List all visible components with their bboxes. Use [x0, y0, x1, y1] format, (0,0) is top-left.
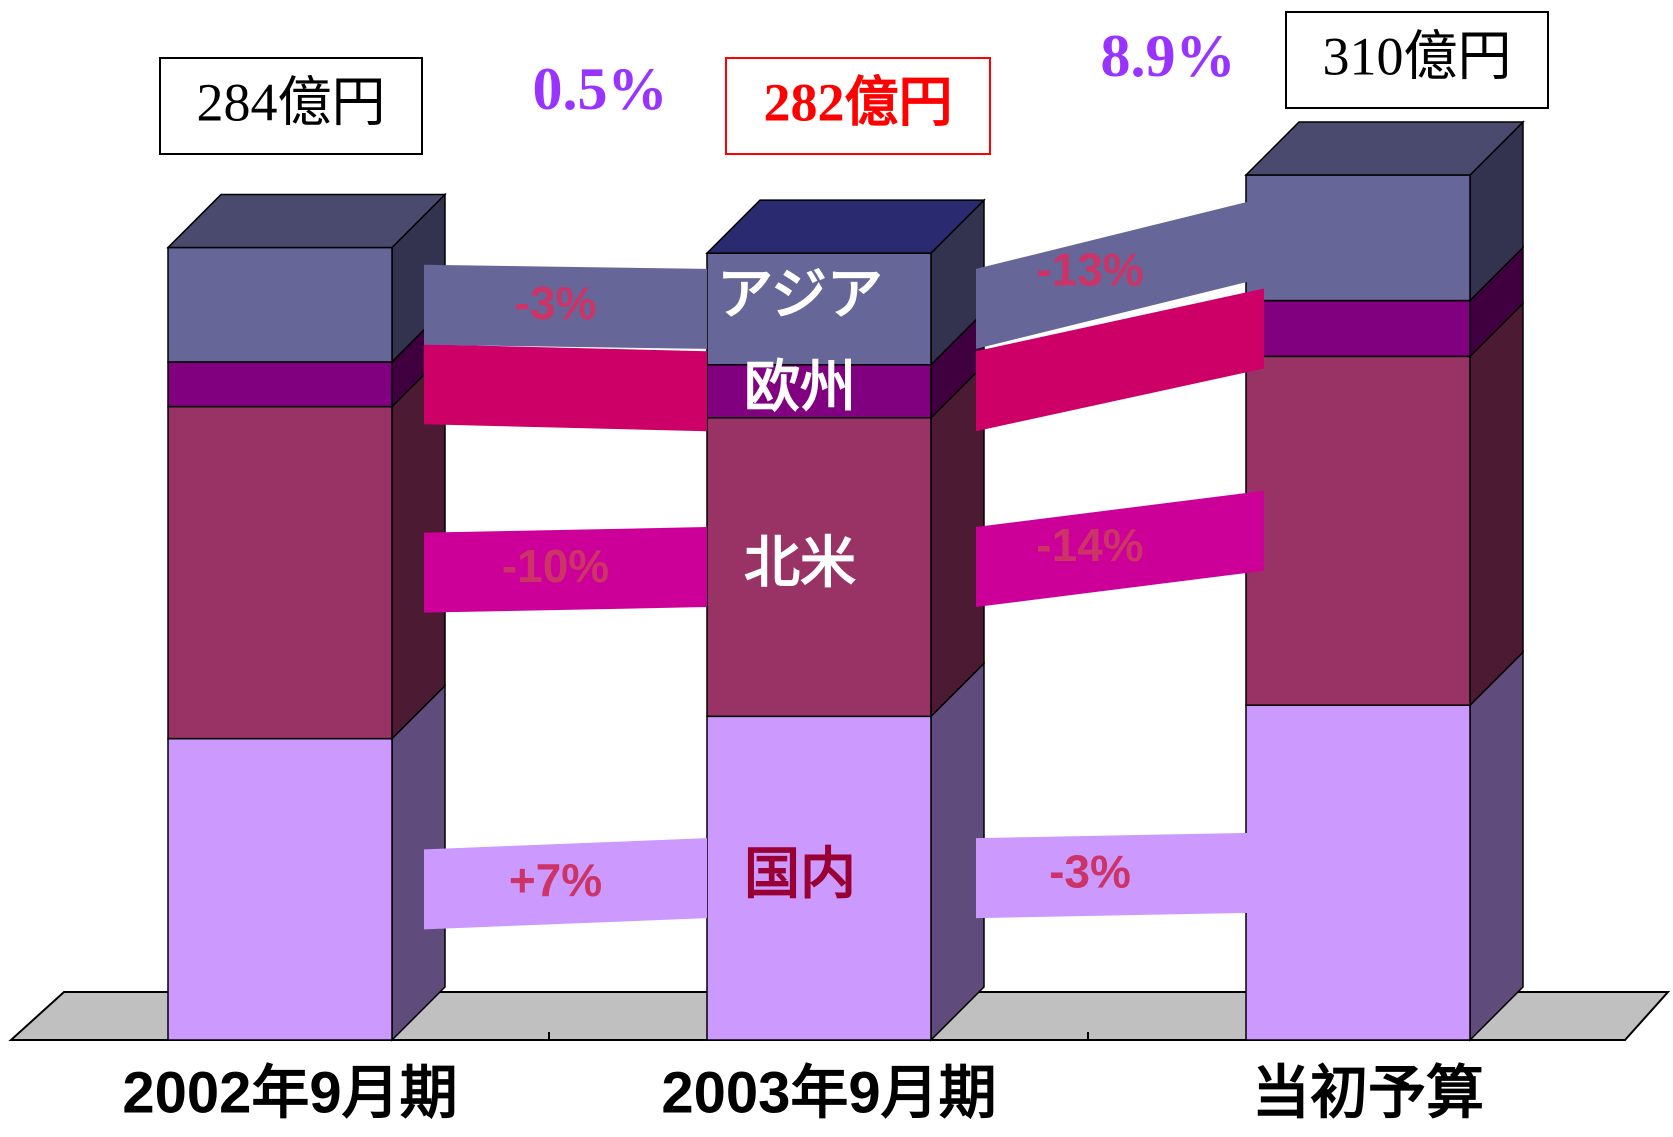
change-band: [424, 264, 707, 349]
bar-top: [705, 199, 986, 254]
total-change-label: 0.5%: [533, 56, 668, 122]
bar-segment: [1245, 299, 1471, 358]
series-label: アジア: [717, 263, 883, 326]
series-label: 国内: [744, 842, 856, 905]
bar-segment: [167, 405, 393, 740]
change-label: -10%: [502, 540, 609, 592]
bar-segment: [706, 417, 932, 718]
bar-segment: [167, 361, 393, 408]
change-band: [424, 527, 707, 613]
x-tick-label: 2002年9月期: [122, 1060, 457, 1125]
bar-top: [166, 193, 447, 249]
change-band: [976, 197, 1264, 349]
total-label: 284億円: [197, 72, 386, 132]
bar-top: [1244, 121, 1525, 176]
change-band: [976, 288, 1264, 432]
total-box: [159, 57, 423, 155]
x-tick-label: 2003年9月期: [661, 1060, 996, 1125]
total-box: [1285, 11, 1549, 109]
series-label: 欧州: [744, 355, 856, 418]
total-label: 282億円: [764, 72, 953, 132]
bar-side: [1469, 650, 1524, 1042]
bar-segment: [1245, 355, 1471, 706]
change-band: [976, 490, 1264, 608]
change-band: [424, 344, 707, 432]
series-label: 北米: [744, 531, 856, 594]
change-band: [424, 838, 707, 930]
change-label: -3%: [1049, 846, 1131, 898]
change-label: -13%: [1036, 244, 1143, 296]
x-tick-label: 当初予算: [1252, 1060, 1484, 1125]
total-change-label: 8.9%: [1101, 23, 1236, 89]
total-label: 310億円: [1323, 26, 1512, 86]
bar-segment: [1245, 704, 1471, 1041]
bar-segment: [167, 737, 393, 1041]
bar-segment: [1245, 174, 1471, 302]
change-label: -14%: [1036, 519, 1143, 571]
change-band: [976, 832, 1264, 919]
bar-segment: [706, 252, 932, 366]
bar-segment: [167, 246, 393, 363]
bar-segment: [706, 715, 932, 1041]
change-label: -3%: [515, 277, 597, 329]
bar-side: [1469, 301, 1524, 707]
total-box: [725, 57, 991, 155]
change-label: +7%: [509, 854, 602, 906]
